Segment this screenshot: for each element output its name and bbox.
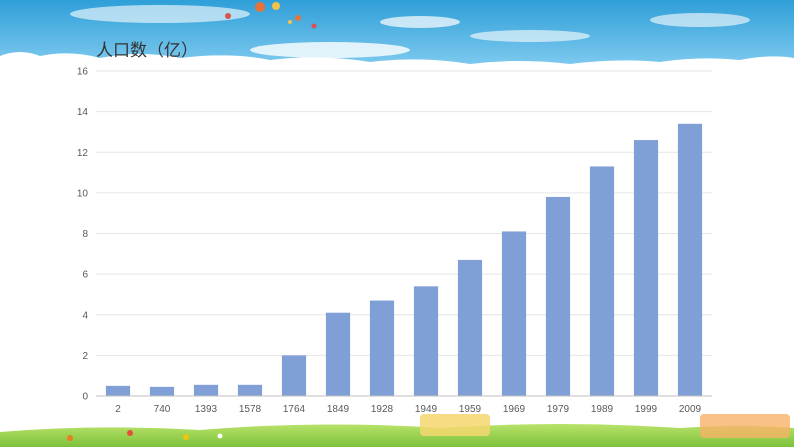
bar-1999 <box>633 140 659 396</box>
y-tick-label: 0 <box>82 392 88 403</box>
hot-air-balloons <box>225 2 317 29</box>
grass-strip <box>0 414 794 447</box>
bar-2 <box>105 385 131 396</box>
gridlines <box>96 70 712 356</box>
x-tick-label: 1979 <box>547 404 570 415</box>
x-tick-labels: 2 740 1393 1578 1764 1849 1928 1949 1959 1969 1979… <box>115 404 701 415</box>
x-tick-label: 1849 <box>327 404 350 415</box>
bar-2009 <box>677 123 703 396</box>
bars <box>105 123 703 396</box>
bar-1928 <box>369 300 395 396</box>
y-tick-label: 16 <box>77 67 89 78</box>
y-tick-label: 8 <box>82 229 88 240</box>
bar-1578 <box>237 384 263 396</box>
y-tick-label: 4 <box>82 310 88 321</box>
x-tick-label: 2009 <box>679 404 702 415</box>
y-tick-label: 12 <box>77 148 89 159</box>
x-tick-label: 1959 <box>459 404 482 415</box>
x-tick-label: 1949 <box>415 404 438 415</box>
x-tick-label: 1969 <box>503 404 526 415</box>
y-tick-labels: 0 2 4 6 8 10 12 14 16 <box>77 67 89 403</box>
x-tick-label: 2 <box>115 404 121 415</box>
y-tick-label: 10 <box>77 188 89 199</box>
bar-1959 <box>457 259 483 396</box>
bar-740 <box>149 386 175 396</box>
x-tick-label: 1578 <box>239 404 262 415</box>
x-tick-label: 1999 <box>635 404 658 415</box>
bar-1989 <box>589 166 615 396</box>
bar-1849 <box>325 312 351 396</box>
y-axis-label: 人口数（亿） <box>96 41 198 61</box>
x-tick-label: 740 <box>154 404 171 415</box>
y-tick-label: 6 <box>82 270 88 281</box>
y-tick-label: 2 <box>82 351 88 362</box>
x-tick-label: 1989 <box>591 404 614 415</box>
bar-1764 <box>281 355 307 396</box>
bar-1969 <box>501 231 527 396</box>
x-tick-label: 1393 <box>195 404 218 415</box>
bar-1979 <box>545 196 571 396</box>
bar-1393 <box>193 384 219 396</box>
x-tick-label: 1764 <box>283 404 306 415</box>
bar-1949 <box>413 286 439 396</box>
y-tick-label: 14 <box>77 107 89 118</box>
x-tick-label: 1928 <box>371 404 394 415</box>
